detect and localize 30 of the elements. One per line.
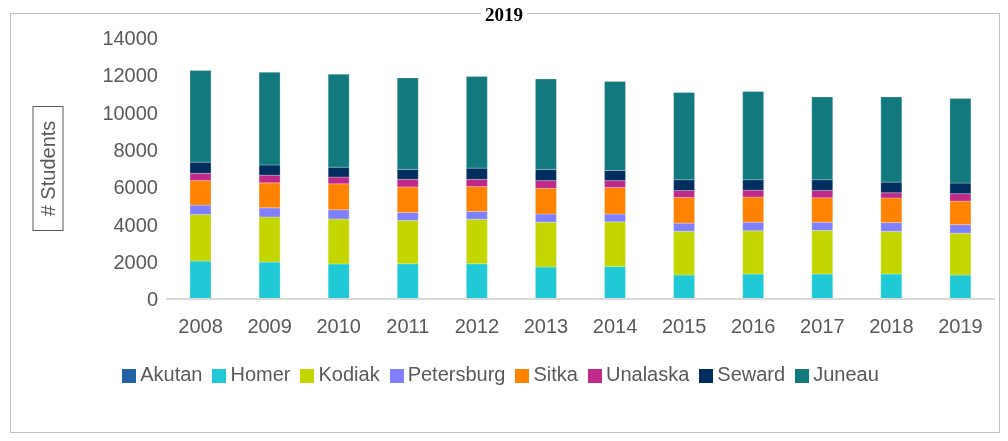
x-tick-label: 2008 (178, 315, 223, 338)
y-tick-label: 12000 (102, 64, 158, 87)
legend-label: Seward (717, 363, 786, 385)
y-tick-label: 4000 (113, 213, 158, 236)
x-tick-label: 2012 (454, 315, 500, 338)
y-tick-label: 10000 (102, 101, 158, 124)
legend-label: Kodiak (318, 363, 380, 385)
y-tick-label: 0 (146, 288, 158, 311)
x-tick-label: 2009 (247, 315, 292, 338)
x-tick-label: 2019 (938, 315, 983, 338)
y-tick-label: 8000 (113, 138, 158, 161)
x-tick-label: 2010 (316, 315, 361, 338)
legend-label: Petersburg (407, 363, 506, 385)
x-tick-label: 2011 (386, 315, 430, 338)
x-tick-label: 2016 (730, 315, 776, 338)
x-tick-label: 2013 (523, 315, 569, 338)
y-tick-label: 14000 (102, 27, 158, 50)
chart-title: 2019 (481, 4, 527, 25)
legend-label: Homer (230, 363, 291, 385)
x-tick-label: 2015 (661, 315, 707, 338)
x-tick-label: 2018 (869, 315, 914, 338)
legend-label: Akutan (140, 363, 203, 385)
y-axis-title: # Students (37, 120, 59, 217)
y-tick-label: 6000 (113, 176, 158, 199)
legend-label: Unalaska (605, 363, 690, 385)
x-tick-label: 2017 (800, 315, 845, 338)
legend-label: Juneau (813, 363, 879, 385)
legend-label: Sitka (533, 363, 578, 385)
y-tick-label: 2000 (113, 250, 158, 273)
x-tick-label: 2014 (592, 315, 638, 338)
